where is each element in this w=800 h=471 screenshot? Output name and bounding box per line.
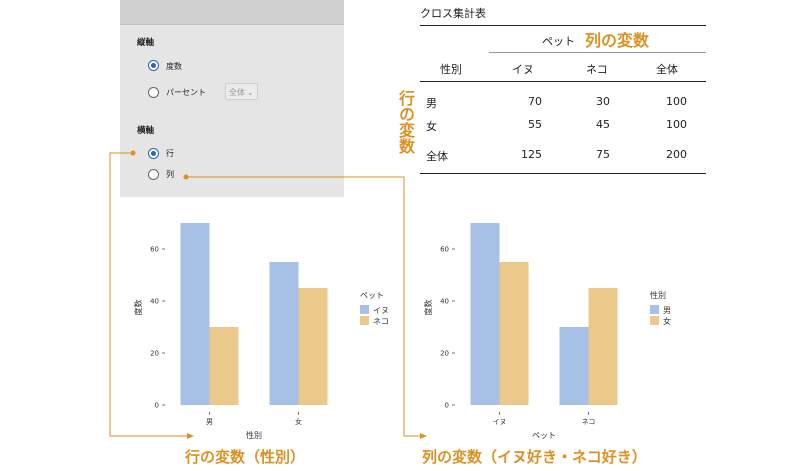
radio-percent[interactable]: [148, 87, 159, 98]
col-header-dog: イヌ: [512, 63, 534, 76]
x-tick-label: 男: [206, 418, 213, 426]
col-var-annotation: 列の変数: [585, 31, 650, 50]
table-title: クロス集計表: [420, 7, 486, 20]
legend-entry: ネコ: [373, 317, 389, 326]
x-tick-label: ネコ: [582, 418, 596, 426]
y-tick-label: 20: [150, 350, 159, 358]
cell: 100: [666, 118, 687, 131]
radio-row-label: 行: [166, 149, 174, 158]
radio-degree-label: 度数: [166, 62, 182, 71]
bar: [269, 262, 299, 405]
horizontal-axis-label: 横軸: [137, 126, 155, 136]
legend-swatch: [650, 305, 659, 314]
row-var-annotation: 行の変数: [396, 90, 415, 154]
cell: 125: [521, 148, 542, 161]
y-tick-label: 40: [440, 298, 449, 306]
cell: 200: [666, 148, 687, 161]
chevron-down-icon: ⌄: [247, 88, 254, 97]
legend-swatch: [360, 316, 369, 325]
radio-col-label: 列: [166, 170, 174, 179]
x-tick-label: イヌ: [493, 418, 507, 426]
row-connector-dot: [130, 150, 136, 156]
legend-title: 性別: [650, 290, 666, 300]
cell: 30: [596, 95, 610, 108]
cell: 70: [528, 95, 542, 108]
row-connector-line: [109, 152, 187, 437]
y-tick-label: 0: [445, 402, 449, 410]
bar: [470, 223, 500, 405]
bar: [298, 288, 328, 405]
cell: 75: [596, 148, 610, 161]
legend-title: ペット: [360, 291, 384, 300]
y-axis-label: 度数: [423, 300, 433, 316]
col-connector-line: [186, 176, 420, 437]
y-tick-label: 0: [155, 402, 159, 410]
legend-swatch: [360, 305, 369, 314]
bar: [209, 327, 239, 405]
bar: [588, 288, 618, 405]
col-span-rule: [489, 52, 706, 53]
y-tick-label: 20: [440, 350, 449, 358]
y-tick-label: 60: [440, 246, 449, 254]
row-var-label: 性別: [440, 63, 462, 76]
legend-entry: 男: [663, 306, 671, 315]
x-axis-label: ペット: [532, 431, 556, 440]
y-tick-label: 40: [150, 298, 159, 306]
legend-swatch: [650, 316, 659, 325]
row-arrow-icon: [187, 433, 194, 439]
left-caption: 行の変数（性別）: [185, 448, 306, 466]
cell: 100: [666, 95, 687, 108]
radio-percent-label: パーセント: [166, 88, 206, 97]
right-caption: 列の変数（イヌ好き・ネコ好き）: [422, 448, 647, 466]
col-var-label: ペット: [542, 35, 575, 48]
panel-header-bar: [120, 0, 344, 25]
row-label-total: 全体: [426, 150, 448, 163]
bar: [499, 262, 529, 405]
legend-entry: 女: [663, 316, 671, 326]
percent-base-value: 全体: [229, 88, 245, 97]
table-top-rule: [420, 25, 706, 26]
y-tick-label: 60: [150, 246, 159, 254]
table-header-rule: [420, 81, 706, 82]
radio-degree[interactable]: [148, 60, 159, 71]
x-axis-label: 性別: [246, 430, 262, 440]
col-header-total: 全体: [656, 63, 678, 76]
radio-row[interactable]: [148, 148, 159, 159]
legend-entry: イヌ: [373, 306, 389, 315]
col-connector-dot: [183, 174, 189, 180]
vertical-axis-label: 縦軸: [137, 38, 155, 48]
col-arrow-icon: [420, 433, 427, 439]
row-label-male: 男: [426, 97, 437, 110]
table-bottom-rule: [420, 173, 706, 174]
percent-base-select[interactable]: 全体 ⌄: [225, 83, 258, 100]
bar: [180, 223, 210, 405]
x-tick-label: 女: [295, 417, 302, 426]
cell: 45: [596, 118, 610, 131]
col-header-cat: ネコ: [586, 63, 608, 76]
bar: [559, 327, 589, 405]
radio-col[interactable]: [148, 169, 159, 180]
y-axis-label: 度数: [133, 300, 143, 316]
row-label-female: 女: [426, 120, 437, 133]
cell: 55: [528, 118, 542, 131]
